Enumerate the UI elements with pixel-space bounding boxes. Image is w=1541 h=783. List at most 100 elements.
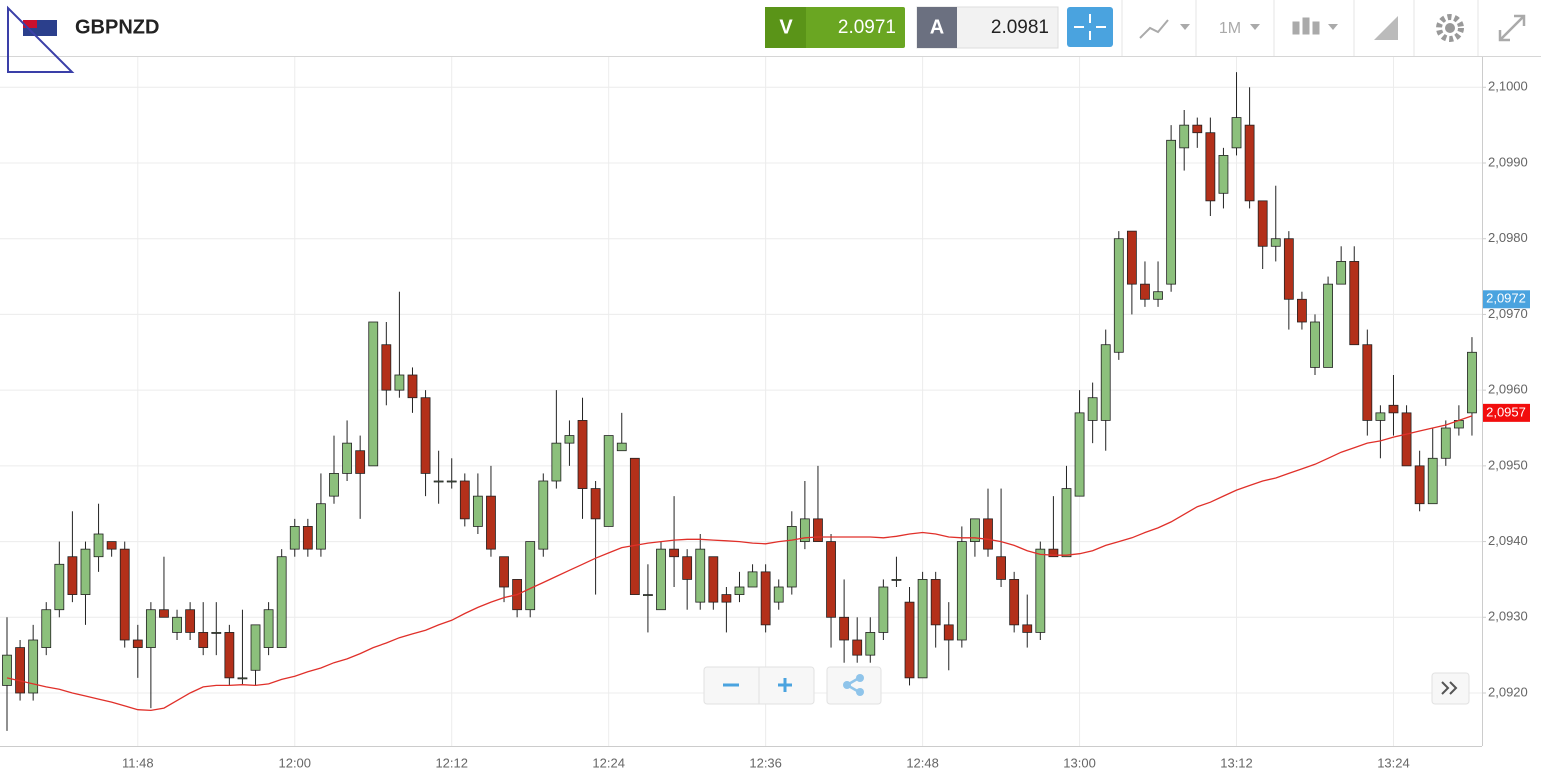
line-icon[interactable] bbox=[1139, 19, 1169, 39]
x-tick-label: 13:00 bbox=[1063, 755, 1096, 770]
candle-body bbox=[1440, 427, 1451, 459]
caret[interactable] bbox=[1250, 24, 1260, 30]
candle-body bbox=[119, 548, 130, 641]
buy-label-bg[interactable] bbox=[917, 7, 957, 48]
buy-label[interactable]: A bbox=[930, 16, 944, 38]
y-tick-label: 2,0950 bbox=[1488, 457, 1528, 472]
price-marker-label: 2,0957 bbox=[1486, 404, 1526, 419]
candle-body bbox=[433, 480, 444, 483]
crosshair-button[interactable] bbox=[1067, 7, 1113, 47]
x-tick-label: 13:12 bbox=[1220, 755, 1253, 770]
candle-body bbox=[1113, 238, 1124, 353]
candle-body bbox=[1022, 624, 1033, 633]
candle-body bbox=[289, 526, 300, 550]
x-tick-label: 12:48 bbox=[906, 755, 939, 770]
candle-body bbox=[263, 609, 274, 648]
candle-body bbox=[1257, 200, 1268, 247]
candle-body bbox=[603, 435, 614, 527]
candle-body bbox=[1205, 132, 1216, 202]
candle-body bbox=[1009, 579, 1020, 626]
sell-button[interactable]: V 2.0971 bbox=[765, 7, 905, 48]
candle-body bbox=[538, 480, 549, 550]
toolbar: GBPNZD V 2.0971 A 2.0981 1M bbox=[0, 0, 1541, 73]
candle-body bbox=[237, 677, 248, 680]
candle-body bbox=[185, 609, 196, 633]
candle-body bbox=[747, 571, 758, 588]
candle-body bbox=[15, 647, 25, 694]
candle-type-button[interactable] bbox=[1292, 17, 1338, 35]
fullscreen-icon[interactable] bbox=[1498, 14, 1526, 42]
timeframe[interactable]: 1M bbox=[1219, 20, 1241, 37]
candle-body bbox=[590, 488, 601, 520]
icon-part[interactable] bbox=[1292, 21, 1300, 35]
candle-body bbox=[721, 594, 732, 603]
candle-body bbox=[93, 533, 104, 558]
candle-body bbox=[813, 518, 823, 542]
candle-body bbox=[172, 616, 182, 633]
candle-body bbox=[1427, 457, 1438, 505]
buy-price[interactable]: 2.0981 bbox=[991, 17, 1049, 38]
x-tick-label: 12:24 bbox=[592, 755, 625, 770]
candle-body bbox=[1283, 238, 1294, 300]
candle-body bbox=[499, 556, 509, 588]
draw-tool-icon[interactable] bbox=[1374, 16, 1398, 40]
sell-price[interactable]: 2.0971 bbox=[838, 17, 896, 38]
caret[interactable] bbox=[1180, 24, 1190, 30]
settings-icon[interactable] bbox=[1436, 14, 1464, 42]
candle-body bbox=[159, 609, 169, 618]
price-marker bbox=[1482, 290, 1530, 309]
candle-body bbox=[355, 450, 366, 474]
candle-body bbox=[616, 442, 627, 452]
x-tick-label: 11:48 bbox=[122, 755, 154, 770]
candle-body bbox=[106, 541, 117, 550]
candle-body bbox=[917, 579, 928, 679]
candle-body bbox=[773, 586, 784, 603]
share-bg[interactable] bbox=[826, 666, 882, 705]
candle-body bbox=[329, 473, 339, 497]
x-tick-label: 12:12 bbox=[435, 755, 468, 770]
scroll-end-bg[interactable] bbox=[1431, 672, 1470, 705]
candle-body bbox=[54, 563, 65, 611]
x-tick-label: 12:00 bbox=[278, 755, 311, 770]
x-tick-label: 12:36 bbox=[749, 755, 782, 770]
icon-part[interactable] bbox=[1302, 17, 1310, 35]
candle-body bbox=[669, 548, 679, 558]
candle-body bbox=[1297, 298, 1307, 323]
chart-type-button[interactable] bbox=[1139, 19, 1190, 39]
buy-button[interactable]: A 2.0981 bbox=[916, 6, 1059, 49]
candle-body bbox=[1270, 238, 1281, 247]
share-dot[interactable] bbox=[856, 674, 864, 682]
candle-body bbox=[145, 609, 156, 648]
icon-part[interactable] bbox=[1312, 21, 1320, 35]
candle-body bbox=[1035, 548, 1046, 633]
sell-label-bg[interactable] bbox=[765, 7, 806, 48]
candle-body bbox=[525, 541, 536, 611]
share-dot[interactable] bbox=[856, 688, 864, 696]
share-dot[interactable] bbox=[843, 681, 851, 689]
candle-body bbox=[826, 541, 836, 618]
candle-body bbox=[551, 442, 562, 482]
candle-body bbox=[1231, 117, 1242, 149]
scroll-end-icon[interactable] bbox=[1441, 681, 1458, 695]
candle-body bbox=[1074, 412, 1085, 497]
caret[interactable] bbox=[1328, 24, 1338, 30]
candle-body bbox=[656, 548, 666, 611]
price-marker bbox=[1482, 403, 1530, 422]
candle-body bbox=[472, 495, 483, 527]
zoom-controls[interactable] bbox=[703, 666, 1470, 705]
candle-body bbox=[734, 586, 745, 595]
candle-body bbox=[996, 556, 1006, 580]
candle-body bbox=[878, 586, 889, 633]
crosshair-bg[interactable] bbox=[1067, 7, 1113, 47]
y-tick-label: 2,0960 bbox=[1488, 382, 1528, 397]
candle-body bbox=[760, 571, 771, 626]
y-tick-label: 2,1000 bbox=[1488, 79, 1528, 94]
moving-average bbox=[6, 415, 1473, 712]
zoom-in[interactable] bbox=[778, 678, 792, 692]
y-tick-label: 2,0970 bbox=[1488, 306, 1528, 321]
candle-body bbox=[930, 579, 941, 626]
sell-label[interactable]: V bbox=[779, 16, 793, 38]
crosshair-icon[interactable] bbox=[1074, 14, 1106, 40]
candle-body bbox=[1244, 124, 1255, 202]
settings-icon-center[interactable] bbox=[1445, 23, 1455, 33]
